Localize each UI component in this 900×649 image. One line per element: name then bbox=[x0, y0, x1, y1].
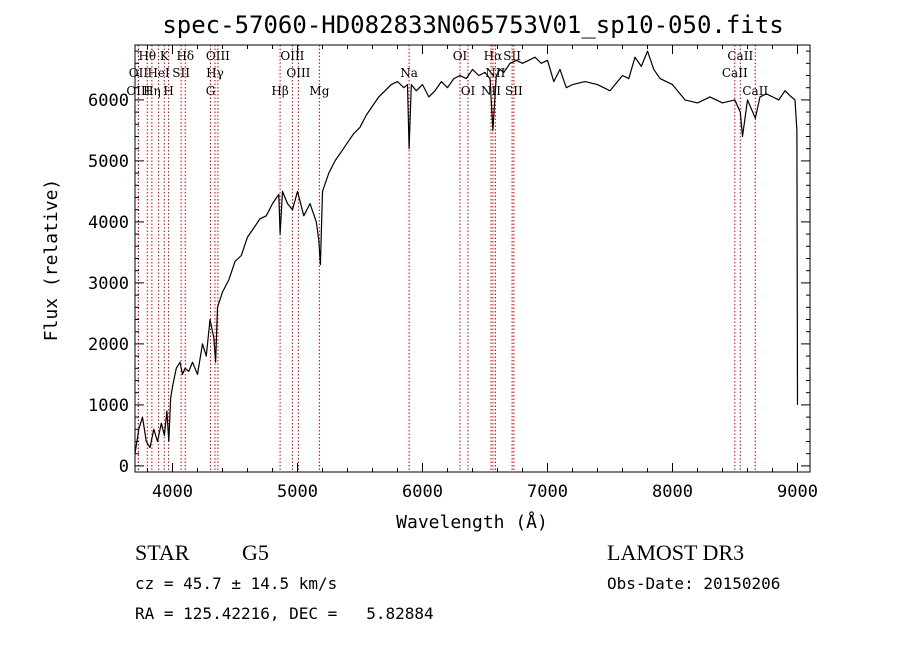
line-marker-label: OI bbox=[453, 49, 468, 63]
plot-frame bbox=[134, 44, 811, 473]
x-tick-label: 7000 bbox=[527, 482, 568, 502]
line-marker-label: Hβ bbox=[271, 84, 288, 98]
y-axis-label: Flux (relative) bbox=[41, 179, 62, 342]
line-marker-label: OIII bbox=[206, 49, 230, 63]
y-tick-label: 3000 bbox=[88, 274, 129, 294]
line-marker-label: H bbox=[163, 84, 173, 98]
series-group bbox=[134, 50, 799, 454]
line-marker-label: HeI bbox=[147, 66, 170, 80]
line-marker-label: Hα bbox=[484, 49, 503, 63]
line-marker-label: SII bbox=[505, 84, 523, 98]
info-cz: cz = 45.7 ± 14.5 km/s bbox=[135, 574, 337, 593]
line-marker-label: K bbox=[160, 49, 170, 63]
line-marker-label: SII bbox=[172, 66, 190, 80]
y-tick-label: 6000 bbox=[88, 91, 129, 111]
x-tick-label: 6000 bbox=[402, 482, 443, 502]
x-tick-label: 8000 bbox=[652, 482, 693, 502]
x-axis-label: Wavelength (Å) bbox=[396, 511, 548, 533]
line-marker-label: OIII bbox=[286, 66, 310, 80]
y-tick-label: 2000 bbox=[88, 335, 129, 355]
y-tick-label: 0 bbox=[119, 457, 129, 477]
line-marker-label: OI bbox=[461, 84, 476, 98]
info-survey: LAMOST DR3 bbox=[607, 540, 744, 565]
info-obs-date: Obs-Date: 20150206 bbox=[607, 574, 780, 593]
x-tick-label: 9000 bbox=[777, 482, 818, 502]
line-marker-label: OIII bbox=[126, 84, 150, 98]
info-class: STAR bbox=[135, 540, 190, 565]
line-marker-label: CaII bbox=[742, 84, 768, 98]
y-tick-label: 5000 bbox=[88, 152, 129, 172]
line-marker-label: Na bbox=[400, 66, 418, 80]
line-marker-label: Hη bbox=[143, 84, 161, 98]
line-marker-label: Hγ bbox=[206, 66, 224, 80]
info-radec: RA = 125.42216, DEC = 5.82884 bbox=[135, 604, 434, 623]
line-marker-label: OIII bbox=[280, 49, 304, 63]
line-marker-label: CaII bbox=[722, 66, 748, 80]
x-tick-label: 4000 bbox=[152, 482, 193, 502]
line-marker-label: Mg bbox=[309, 84, 329, 98]
line-marker-label: CaII bbox=[727, 49, 753, 63]
line-marker-label: G bbox=[206, 84, 216, 98]
line-marker-label: SII bbox=[503, 49, 521, 63]
axis-ticks: 4000 5000 6000 7000 8000 9000 0 1000 2000 3000 400… bbox=[88, 45, 818, 502]
y-tick-label: 4000 bbox=[88, 213, 129, 233]
info-subclass: G5 bbox=[242, 540, 269, 565]
series-line-flux bbox=[134, 50, 799, 454]
line-marker-label: Hδ bbox=[176, 49, 194, 63]
chart-title: spec-57060-HD082833N065753V01_sp10-050.f… bbox=[162, 11, 783, 39]
line-marker-label: NII bbox=[485, 66, 505, 80]
line-marker-label: Hθ bbox=[138, 49, 156, 63]
y-tick-label: 1000 bbox=[88, 396, 129, 416]
x-tick-label: 5000 bbox=[277, 482, 318, 502]
